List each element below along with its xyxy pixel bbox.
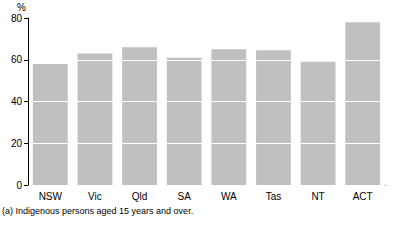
svg-text:0: 0 [16,180,22,191]
svg-text:(a) Indigenous persons aged 15: (a) Indigenous persons aged 15 years and… [2,206,193,216]
svg-text:20: 20 [11,138,23,149]
svg-text:ACT: ACT [353,191,373,202]
svg-text:Vic: Vic [88,191,102,202]
svg-text:60: 60 [11,54,23,65]
svg-text:40: 40 [11,96,23,107]
svg-text:80: 80 [11,13,23,24]
svg-text:NSW: NSW [39,191,63,202]
svg-text:SA: SA [178,191,192,202]
svg-text:%: % [17,2,26,13]
svg-text:NT: NT [311,191,324,202]
svg-text:Tas: Tas [266,191,282,202]
svg-text:Qld: Qld [132,191,148,202]
svg-text:WA: WA [221,191,237,202]
